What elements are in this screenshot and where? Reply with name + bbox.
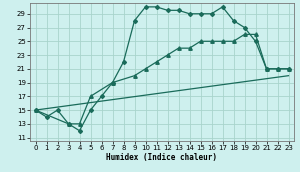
X-axis label: Humidex (Indice chaleur): Humidex (Indice chaleur)	[106, 153, 218, 162]
